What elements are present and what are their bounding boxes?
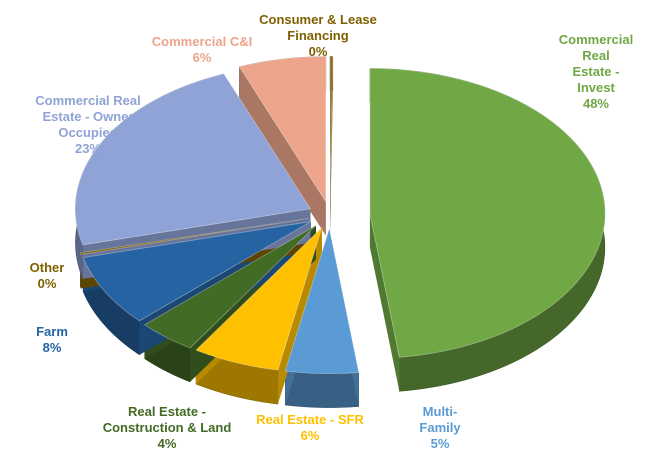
slice-label: Commercial Real Estate - Invest 48%	[559, 32, 633, 112]
slice-face	[239, 66, 326, 236]
category-label: Multi- Family	[419, 404, 461, 435]
slice	[238, 56, 327, 203]
value-label: 4%	[157, 436, 177, 451]
slice-label: Commercial C&I 6%	[152, 34, 252, 66]
category-label: Commercial Real Estate - Owner Occupied	[35, 93, 141, 140]
value-label: 23%	[74, 141, 102, 156]
category-label: Commercial Real Estate - Invest	[558, 32, 634, 95]
slice-label: Commercial Real Estate - Owner Occupied 2…	[35, 93, 141, 157]
slice	[284, 228, 360, 375]
slice	[195, 227, 323, 371]
category-label: Other	[29, 260, 65, 275]
slice-label: Real Estate - Construction & Land 4%	[103, 404, 232, 452]
value-label: 6%	[192, 50, 212, 65]
slice-label: Other 0%	[30, 260, 65, 292]
value-label: 0%	[308, 44, 328, 59]
value-label: 48%	[582, 96, 610, 111]
slice	[329, 55, 334, 202]
slice	[369, 68, 606, 358]
value-label: 5%	[430, 436, 450, 451]
slice	[82, 221, 311, 322]
category-label: Farm	[36, 324, 68, 339]
category-label: Real Estate - Construction & Land	[102, 404, 232, 435]
slice-label: Farm 8%	[36, 324, 68, 356]
slice	[79, 217, 309, 255]
slice	[75, 73, 312, 246]
slice-label: Consumer & Lease Financing 0%	[259, 12, 377, 60]
value-label: 0%	[37, 276, 57, 291]
category-label: Commercial C&I	[151, 34, 253, 49]
category-label: Consumer & Lease Financing	[259, 12, 377, 43]
category-label: Real Estate - SFR	[256, 412, 364, 427]
slice	[143, 225, 317, 349]
value-label: 6%	[300, 428, 320, 443]
slice-face	[330, 56, 333, 236]
value-label: 8%	[42, 340, 62, 355]
slice-face	[369, 213, 400, 392]
slice-label: Multi- Family 5%	[419, 404, 460, 452]
slice-label: Real Estate - SFR 6%	[256, 412, 364, 444]
slice-side	[285, 370, 360, 408]
